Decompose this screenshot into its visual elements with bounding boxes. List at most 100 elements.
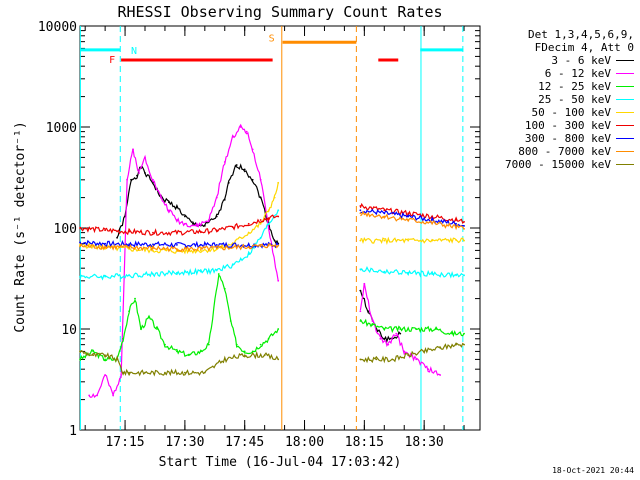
data-point [92, 354, 95, 357]
x-axis-label: Start Time (16-Jul-04 17:03:42) [159, 455, 402, 470]
data-point [259, 245, 262, 248]
data-point [247, 231, 250, 234]
series-line-6-12-kev [359, 282, 441, 376]
data-point [455, 226, 457, 229]
data-point [128, 243, 130, 246]
data-point [455, 343, 457, 346]
flag-label-n: N [131, 46, 137, 57]
data-point [223, 198, 226, 201]
data-point [359, 239, 362, 242]
y-tick-label: 100 [54, 222, 77, 237]
data-point [243, 168, 246, 171]
data-point [359, 209, 362, 212]
data-point [363, 282, 366, 285]
data-point [138, 172, 140, 174]
data-point [207, 219, 210, 221]
data-point [128, 274, 130, 277]
data-point [231, 244, 234, 246]
data-point [451, 332, 453, 335]
data-point [415, 358, 418, 361]
data-point [359, 289, 362, 292]
data-point [239, 126, 242, 128]
generation-timestamp: 18-Oct-2021 20:44 [552, 466, 634, 475]
data-point [152, 231, 154, 234]
data-point [223, 161, 226, 163]
data-point [104, 245, 107, 248]
data-point [176, 244, 178, 246]
data-point [277, 215, 280, 218]
data-point [383, 328, 386, 330]
data-point [217, 273, 220, 275]
series-line-800-7000-kev [360, 210, 465, 231]
data-point [104, 354, 107, 357]
data-point [144, 172, 146, 174]
series-line-12-25-kev [79, 273, 279, 363]
data-point [215, 215, 218, 218]
series-line-25-50-kev [79, 209, 279, 281]
data-point [259, 196, 262, 199]
y-tick-label: 1 [69, 424, 77, 439]
data-point [415, 328, 418, 330]
legend-swatch [616, 86, 634, 87]
data-point [455, 274, 457, 277]
data-point [359, 320, 362, 322]
data-point [128, 310, 130, 313]
data-point [227, 181, 230, 184]
data-point [407, 215, 410, 218]
data-point [431, 219, 434, 221]
data-point [152, 243, 154, 246]
data-point [359, 205, 362, 207]
legend-header-decimation: FDecim 4, Att 0 [534, 41, 634, 54]
y-tick-label: 10000 [38, 20, 77, 35]
data-point [383, 239, 386, 242]
data-point [104, 229, 107, 232]
x-tick-label: 18:30 [405, 435, 444, 450]
data-point [104, 358, 107, 361]
legend: Det 1,3,4,5,6,9, FDecim 4, Att 0 3 - 6 k… [486, 28, 634, 171]
data-point [251, 148, 254, 151]
series-line-300-800-kev [79, 239, 279, 249]
data-point [164, 371, 166, 374]
data-point [435, 328, 438, 330]
data-point [79, 350, 81, 353]
legend-entry: 12 - 25 keV [486, 80, 634, 93]
data-point [176, 350, 178, 353]
data-point [231, 226, 234, 229]
data-point [92, 350, 95, 353]
legend-header-detectors: Det 1,3,4,5,6,9, [528, 28, 634, 41]
data-point [79, 358, 81, 361]
legend-entry: 50 - 100 keV [486, 106, 634, 119]
legend-entry-label: 12 - 25 keV [538, 80, 611, 93]
data-point [267, 337, 270, 340]
series-line-7000-15000-kev [360, 342, 465, 364]
data-point [243, 350, 246, 353]
legend-swatch [616, 73, 634, 74]
data-point [277, 244, 280, 247]
data-point [152, 178, 154, 181]
data-point [168, 201, 170, 204]
data-point [183, 215, 186, 218]
data-point [168, 209, 170, 212]
series-line-3-6-kev [359, 290, 401, 343]
legend-entry-label: 800 - 7000 keV [518, 145, 611, 158]
data-point [371, 320, 374, 322]
legend-swatch [616, 60, 634, 61]
data-point [383, 337, 386, 340]
data-point [431, 239, 434, 242]
data-point [199, 230, 202, 233]
data-point [379, 337, 382, 340]
series-line-300-800-kev [360, 208, 465, 227]
data-point [463, 227, 465, 230]
data-point [88, 394, 91, 397]
chart-title: RHESSI Observing Summary Count Rates [117, 3, 442, 21]
data-point [130, 178, 132, 181]
data-point [104, 275, 107, 278]
data-point [371, 323, 374, 326]
data-point [387, 343, 390, 346]
data-point [112, 394, 115, 397]
data-point [431, 273, 434, 275]
data-point [199, 270, 202, 273]
legend-entry-label: 50 - 100 keV [531, 106, 611, 119]
legend-entry: 100 - 300 keV [486, 119, 634, 132]
data-point [235, 343, 238, 346]
